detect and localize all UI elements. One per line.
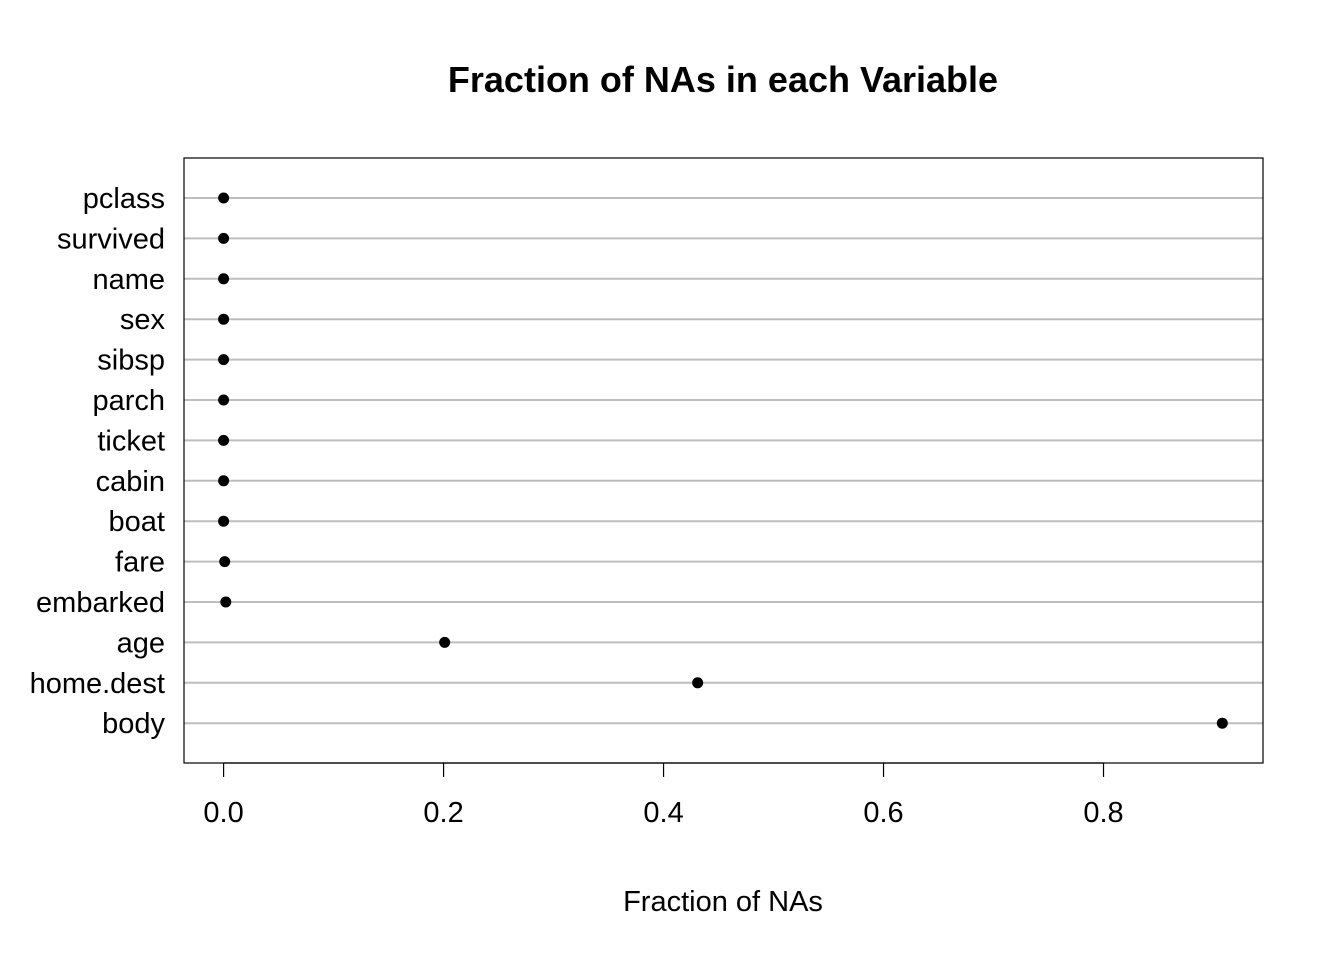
category-label: sex xyxy=(120,304,166,336)
data-point xyxy=(218,192,230,204)
category-label: ticket xyxy=(97,425,165,457)
x-axis: 0.0 0.2 0.4 0.6 0.8 xyxy=(203,762,1124,829)
x-tick-label: 0.4 xyxy=(643,797,683,829)
data-points xyxy=(218,192,1228,729)
data-point xyxy=(219,556,231,568)
category-labels: pclass survived name sex sibsp parch ticket cab… xyxy=(30,183,166,740)
data-point xyxy=(218,434,230,446)
data-point xyxy=(1216,717,1228,729)
category-label: name xyxy=(92,264,165,296)
category-label: home.dest xyxy=(30,668,165,700)
data-point xyxy=(218,354,230,366)
category-label: age xyxy=(117,627,165,659)
x-tick-label: 0.0 xyxy=(203,797,243,829)
x-tick-label: 0.8 xyxy=(1083,797,1123,829)
data-point xyxy=(218,475,230,487)
category-label: embarked xyxy=(36,587,165,619)
data-point xyxy=(218,313,230,325)
category-label: survived xyxy=(57,223,165,255)
chart-title: Fraction of NAs in each Variable xyxy=(448,59,998,100)
plot-frame xyxy=(183,157,1264,764)
category-label: boat xyxy=(109,506,165,538)
data-point xyxy=(218,515,230,527)
category-label: sibsp xyxy=(97,345,165,377)
data-point xyxy=(218,232,230,244)
data-point xyxy=(220,596,232,608)
category-label: pclass xyxy=(83,183,165,215)
data-point xyxy=(218,273,230,285)
x-axis-label: Fraction of NAs xyxy=(623,886,823,918)
gridlines xyxy=(184,197,1263,725)
x-tick-label: 0.2 xyxy=(423,797,463,829)
category-label: parch xyxy=(92,385,165,417)
data-point xyxy=(692,677,704,689)
data-point xyxy=(218,394,230,406)
data-point xyxy=(439,636,451,648)
category-label: cabin xyxy=(96,466,165,498)
category-label: body xyxy=(102,708,165,740)
category-label: fare xyxy=(115,547,165,579)
x-tick-label: 0.6 xyxy=(863,797,903,829)
